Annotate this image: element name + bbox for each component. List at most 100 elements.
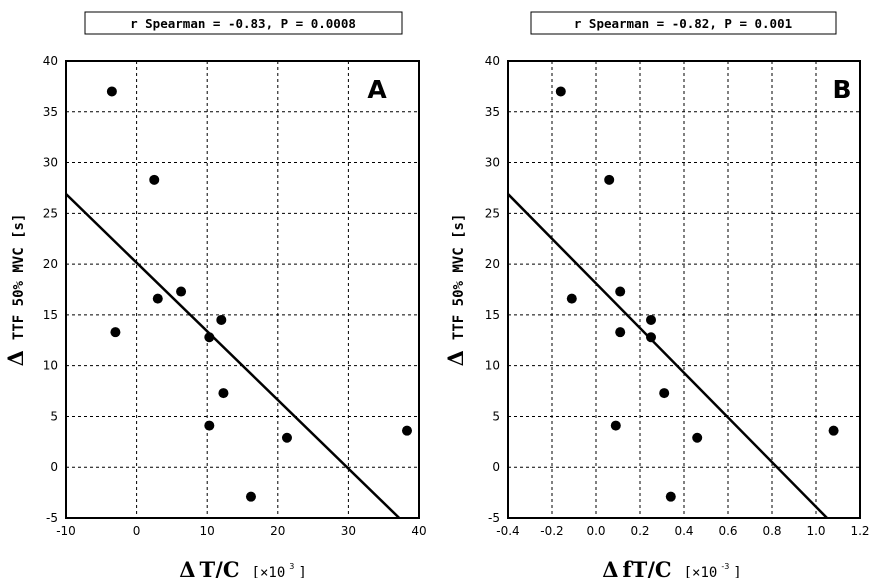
plot-frame-a	[65, 60, 420, 519]
data-point	[152, 293, 163, 304]
y-tick-label: 10	[43, 359, 58, 373]
x-tick-label: 20	[270, 524, 285, 538]
data-point	[401, 425, 412, 436]
y-tick-label: 15	[43, 308, 58, 322]
y-tick-label: 0	[492, 460, 500, 474]
x-label-unit-end-b: ]	[733, 565, 741, 578]
panel-b: r Spearman = -0.82, P = 0.001 B -0.4 -0.2…	[443, 11, 870, 578]
x-tick-label: -10	[56, 524, 76, 538]
x-label-unit-b: [×10	[684, 565, 718, 578]
y-tick-label: 15	[485, 308, 500, 322]
y-label-main-b: TTF 50% MVC [s]	[451, 214, 467, 340]
x-label-unit-a: [×10	[252, 565, 286, 578]
data-point	[615, 327, 626, 338]
y-tick-label: 25	[485, 206, 500, 220]
y-tick-label: 10	[485, 359, 500, 373]
points-a	[106, 86, 412, 502]
data-point	[204, 420, 215, 431]
y-ticks-b: -5 0 5 10 15 20 25 30 35 40	[485, 54, 500, 525]
x-tick-label: 0.6	[718, 524, 737, 538]
fit-line-a	[65, 193, 401, 519]
fit-line-b	[507, 193, 828, 519]
x-tick-label: -0.2	[540, 524, 563, 538]
y-tick-label: 5	[492, 409, 500, 423]
y-axis-label-a: Δ TTF 50% MVC [s]	[3, 214, 28, 367]
x-label-delta-a: Δ	[179, 557, 195, 578]
x-tick-label: 30	[341, 524, 356, 538]
x-tick-label: 0.4	[674, 524, 693, 538]
stat-box-b	[530, 11, 837, 35]
regression-line	[507, 193, 828, 519]
x-tick-label: 40	[411, 524, 426, 538]
x-axis-label-b: Δ fT/C [×10 -3 ]	[602, 556, 741, 578]
x-label-main-b: fT/C	[623, 557, 672, 578]
data-point	[110, 327, 121, 338]
stat-text-b: r Spearman = -0.82, P = 0.001	[574, 16, 792, 31]
y-tick-label: 0	[50, 460, 58, 474]
x-ticks-b: -0.4 -0.2 0.0 0.2 0.4 0.6 0.8 1.0 1.2	[496, 524, 869, 538]
stat-text-a: r Spearman = -0.83, P = 0.0008	[130, 16, 356, 31]
y-tick-label: 30	[43, 156, 58, 170]
x-ticks-a: -10 0 10 20 30 40	[56, 524, 426, 538]
x-label-unit-end-a: ]	[298, 565, 306, 578]
data-point	[692, 432, 703, 443]
x-tick-label: 0.0	[586, 524, 605, 538]
data-point	[216, 314, 227, 325]
plot-frame-b	[507, 60, 861, 519]
x-label-exp-a: 3	[289, 562, 294, 571]
x-label-main-a: T/C	[200, 557, 240, 578]
data-point	[566, 293, 577, 304]
data-point	[646, 314, 656, 325]
y-tick-label: -5	[46, 511, 58, 525]
data-point	[646, 332, 656, 343]
x-tick-label: 0.8	[762, 524, 781, 538]
svg-text:Δ TTF 50% MVC [s]: Δ TTF 50% MVC [s]	[3, 214, 28, 367]
y-tick-label: 25	[43, 206, 58, 220]
y-tick-label: 35	[43, 105, 58, 119]
x-axis-label-a: Δ T/C [×10 3 ]	[179, 556, 307, 578]
data-point	[665, 491, 676, 502]
data-point	[604, 174, 615, 185]
x-label-exp-b: -3	[721, 562, 729, 571]
x-label-delta-b: Δ	[602, 557, 618, 578]
x-tick-label: 1.0	[806, 524, 825, 538]
data-point	[176, 286, 187, 297]
panel-a: r Spearman = -0.83, P = 0.0008 A -10 0 10 2…	[3, 11, 427, 578]
data-point	[106, 86, 117, 97]
y-tick-label: 40	[43, 54, 58, 68]
data-point	[149, 174, 160, 185]
x-tick-label: 1.2	[850, 524, 869, 538]
svg-text:Δ TTF 50% MVC [s]: Δ TTF 50% MVC [s]	[443, 214, 468, 367]
svg-text:Δ fT/C [×10: Δ fT/C [×10 -3 ]	[602, 556, 741, 578]
panel-letter-a: A	[367, 75, 387, 104]
x-tick-label: 0	[133, 524, 141, 538]
panel-letter-b: B	[832, 75, 851, 104]
data-point	[610, 420, 621, 431]
y-tick-label: 5	[50, 409, 58, 423]
data-point	[204, 332, 215, 343]
data-point	[659, 388, 670, 399]
y-tick-label: 40	[485, 54, 500, 68]
stat-box-a	[84, 11, 403, 35]
y-tick-label: 35	[485, 105, 500, 119]
data-point	[555, 86, 566, 97]
regression-line	[65, 193, 401, 519]
data-point	[245, 491, 256, 502]
y-label-main-a: TTF 50% MVC [s]	[11, 214, 27, 340]
y-tick-label: 30	[485, 156, 500, 170]
data-point	[828, 425, 839, 436]
grid-lines-b	[508, 61, 860, 518]
x-tick-label: -0.4	[496, 524, 519, 538]
y-tick-label: 20	[43, 257, 58, 271]
y-tick-label: 20	[485, 257, 500, 271]
y-axis-label-b: Δ TTF 50% MVC [s]	[443, 214, 468, 367]
y-tick-label: -5	[488, 511, 500, 525]
svg-text:Δ T/C [×10: Δ T/C [×10 3 ]	[179, 556, 307, 578]
y-label-delta-a: Δ	[3, 350, 28, 366]
data-point	[218, 388, 229, 399]
x-tick-label: 10	[200, 524, 215, 538]
points-b	[555, 86, 839, 502]
y-ticks-a: -5 0 5 10 15 20 25 30 35 40	[43, 54, 58, 525]
x-tick-label: 0.2	[630, 524, 649, 538]
